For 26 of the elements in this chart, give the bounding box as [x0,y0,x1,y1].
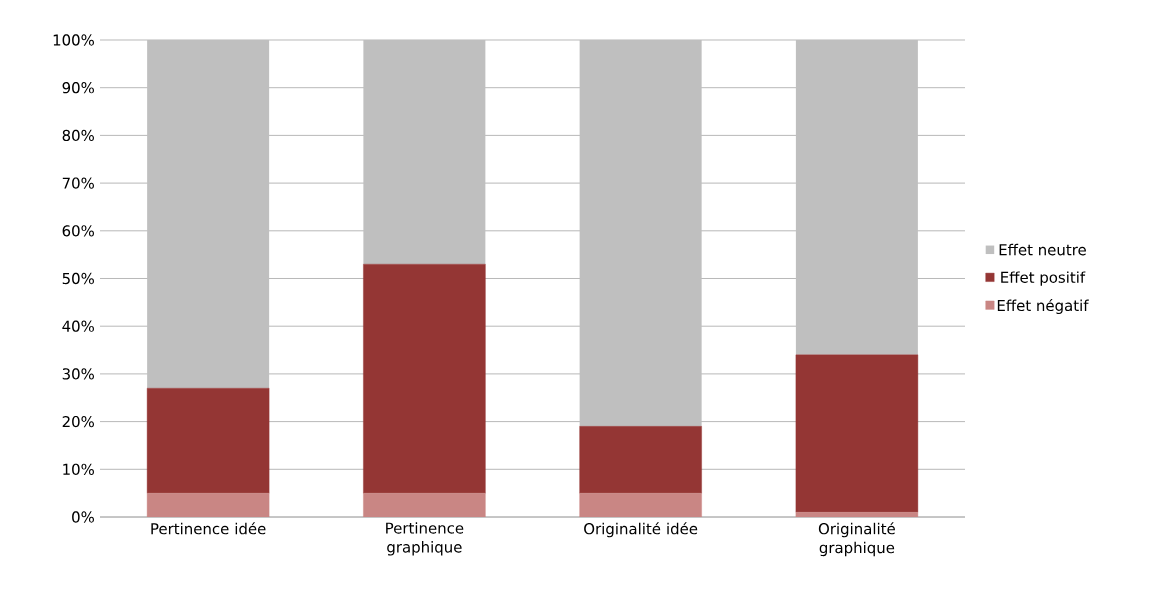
bar [795,39,918,355]
y-tick-label: 100% [53,34,94,46]
bar [147,39,270,389]
x-tick-label: Originalité graphique [818,522,895,557]
y-tick-label: 90% [62,82,94,94]
bar [795,354,919,513]
y-tick-label: 0% [72,511,94,523]
x-tick-label: Pertinence graphique [386,522,464,556]
y-tick-label: 70% [62,177,94,189]
bar [579,426,702,494]
legend-label: Effet positif [1001,271,1086,286]
bar [579,39,702,427]
legend-label: Effet neutre [999,243,1086,256]
x-tick-label: Pertinence idée [151,522,266,535]
y-tick-label: 30% [62,368,94,380]
bar [146,388,270,494]
y-tick-label: 60% [62,225,94,237]
x-tick-label: Originalité idée [584,522,698,538]
y-tick-label: 20% [62,415,94,428]
bar [363,39,486,265]
y-tick-label: 50% [62,272,94,285]
y-tick-label: 10% [63,463,94,475]
legend-label: Effet négatif [997,298,1089,314]
bar [363,263,486,494]
y-tick-label: 40% [62,320,94,332]
y-tick-label: 80% [62,129,94,142]
